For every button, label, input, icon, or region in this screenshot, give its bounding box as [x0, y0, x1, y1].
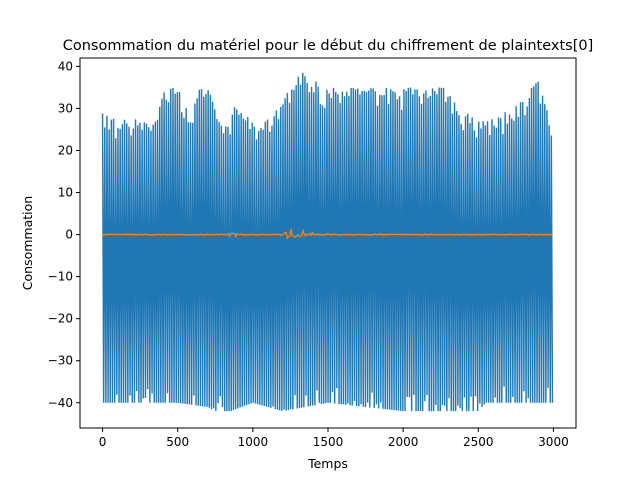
x-tick-label: 3000: [538, 435, 569, 449]
series-1-line: [101, 72, 554, 412]
x-axis: 0 500 1000 1500 2000 2500 3000: [99, 428, 569, 449]
y-tick-label: −20: [48, 312, 73, 326]
x-tick-label: 2000: [388, 435, 419, 449]
series-2-line: [102, 228, 553, 240]
y-axis-label: Consommation: [20, 196, 35, 290]
plot-area: [101, 72, 554, 412]
y-tick-label: 10: [58, 186, 73, 200]
y-axis: −40 −30 −20 −10 0 10 20 30 40: [48, 59, 80, 410]
y-tick-label: 0: [65, 228, 73, 242]
x-tick-label: 500: [166, 435, 189, 449]
y-tick-label: 20: [58, 144, 73, 158]
y-tick-label: 30: [58, 101, 73, 115]
chart-title: Consommation du matériel pour le début d…: [63, 38, 594, 54]
y-tick-label: −30: [48, 354, 73, 368]
x-tick-label: 0: [99, 435, 107, 449]
x-axis-label: Temps: [307, 456, 348, 471]
y-tick-label: 40: [58, 59, 73, 73]
x-tick-label: 2500: [463, 435, 494, 449]
y-tick-label: −40: [48, 396, 73, 410]
x-tick-label: 1500: [313, 435, 344, 449]
y-tick-label: −10: [48, 270, 73, 284]
x-tick-label: 1000: [238, 435, 269, 449]
series-layer: [101, 72, 554, 412]
